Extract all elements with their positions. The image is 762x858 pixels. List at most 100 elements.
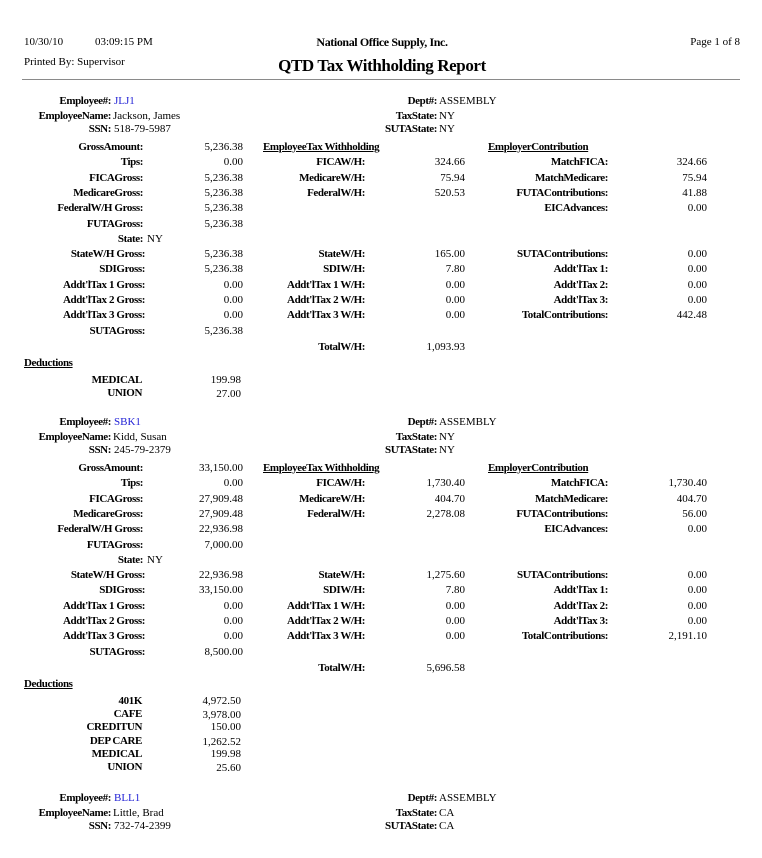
deduction-name: 401K [118,695,143,707]
gross-value: 0.00 [223,630,243,642]
deduction-name: MEDICAL [91,374,143,386]
employer-contribution-header: EmployerContribution [488,462,589,474]
employee-name: Little, Brad [113,807,164,819]
suta-state-label: SUTAState: [384,444,437,456]
contribution-value: 324.66 [676,156,707,168]
employee-name-label: EmployeeName: [38,807,112,819]
withholding-label: Addt'lTax 2 W/H: [287,615,365,627]
gross-value: 0.00 [223,294,243,306]
total-wh-label: TotalW/H: [318,662,365,674]
report-title: QTD Tax Withholding Report [278,56,486,75]
gross-value: 0.00 [223,600,243,612]
ssn-label: SSN: [88,820,112,832]
header-rule [22,79,740,80]
contribution-value: 0.00 [687,569,707,581]
withholding-label: MedicareW/H: [299,493,365,505]
contribution-label: TotalContributions: [521,630,609,642]
gross-value: 0.00 [223,615,243,627]
deduction-amount: 25.60 [216,762,241,774]
contribution-label: MatchFICA: [550,477,609,489]
deduction-amount: 27.00 [216,388,241,400]
withholding-label: SDIW/H: [323,584,365,596]
gross-label: MedicareGross: [73,508,143,520]
withholding-value: 2,278.08 [426,508,466,520]
deductions-header: Deductions [24,678,73,690]
withholding-label: StateW/H: [318,569,365,581]
page-indicator: Page 1 of 8 [690,36,740,48]
gross-label: Addt'lTax 2 Gross: [62,615,145,627]
printed-by: Printed By: Supervisor [24,56,125,68]
contribution-value: 41.88 [682,187,707,199]
gross-label: StateW/H Gross: [70,248,146,260]
gross-value: 7,000.00 [204,539,244,551]
withholding-label: Addt'lTax 3 W/H: [287,309,365,321]
gross-value: 0.00 [223,156,243,168]
contribution-value: 0.00 [687,584,707,596]
deduction-name: MEDICAL [91,748,143,760]
contribution-label: EICAdvances: [544,523,608,535]
deduction-name: CREDITUN [86,721,143,733]
deduction-amount: 199.98 [210,748,241,760]
tax-state: NY [439,110,455,122]
suta-state-label: SUTAState: [384,123,437,135]
report-date: 10/30/10 [24,36,64,48]
state-label: State: [117,554,143,566]
employee-name-label: EmployeeName: [38,431,112,443]
withholding-label: Addt'lTax 3 W/H: [287,630,365,642]
gross-value: 5,236.38 [204,218,244,230]
gross-label: FUTAGross: [86,218,143,230]
gross-value: 5,236.38 [204,263,244,275]
contribution-label: FUTAContributions: [516,187,608,199]
contribution-value: 1,730.40 [668,477,708,489]
gross-value: 0.00 [223,279,243,291]
contribution-value: 0.00 [687,294,707,306]
suta-gross: 5,236.38 [204,325,244,337]
gross-label: Addt'lTax 3 Gross: [62,630,145,642]
gross-value: 27,909.48 [199,508,243,520]
suta-state: NY [439,444,455,456]
contribution-value: 442.48 [676,309,707,321]
employee-name: Jackson, James [113,110,181,122]
contribution-label: Addt'lTax 3: [553,615,609,627]
gross-label: FUTAGross: [86,539,143,551]
employee-no: SBK1 [114,416,141,428]
gross-label: StateW/H Gross: [70,569,146,581]
gross-label: SDIGross: [99,263,145,275]
contribution-label: SUTAContributions: [516,569,608,581]
gross-label: Addt'lTax 1 Gross: [62,600,145,612]
gross-value: 33,150.00 [199,584,243,596]
dept-label: Dept#: [407,416,438,428]
withholding-value: 0.00 [445,309,465,321]
gross-label: GrossAmount: [78,141,143,153]
employee-name-label: EmployeeName: [38,110,112,122]
gross-label: FICAGross: [89,493,143,505]
dept: ASSEMBLY [439,416,497,428]
dept: ASSEMBLY [439,792,497,804]
tax-state: NY [439,431,455,443]
contribution-value: 0.00 [687,523,707,535]
ssn-label: SSN: [88,444,112,456]
withholding-label: Addt'lTax 1 W/H: [287,279,365,291]
contribution-value: 0.00 [687,248,707,260]
contribution-label: MatchFICA: [550,156,609,168]
ssn: 518-79-5987 [114,123,171,135]
withholding-value: 404.70 [434,493,465,505]
gross-label: Tips: [120,156,144,168]
gross-label: Addt'lTax 1 Gross: [62,279,145,291]
state-label: State: [117,233,143,245]
contribution-value: 0.00 [687,279,707,291]
suta-state: CA [439,820,455,832]
dept: ASSEMBLY [439,95,497,107]
employee-no-label: Employee#: [59,95,111,107]
employee-no: JLJ1 [114,95,135,107]
deduction-name: UNION [107,387,142,399]
withholding-label: Addt'lTax 2 W/H: [287,294,365,306]
withholding-value: 520.53 [434,187,465,199]
withholding-label: FederalW/H: [307,508,365,520]
withholding-value: 165.00 [434,248,465,260]
contribution-value: 404.70 [676,493,707,505]
withholding-value: 7.80 [445,584,465,596]
employee-no-label: Employee#: [59,792,111,804]
state: NY [147,554,163,566]
withholding-value: 7.80 [445,263,465,275]
